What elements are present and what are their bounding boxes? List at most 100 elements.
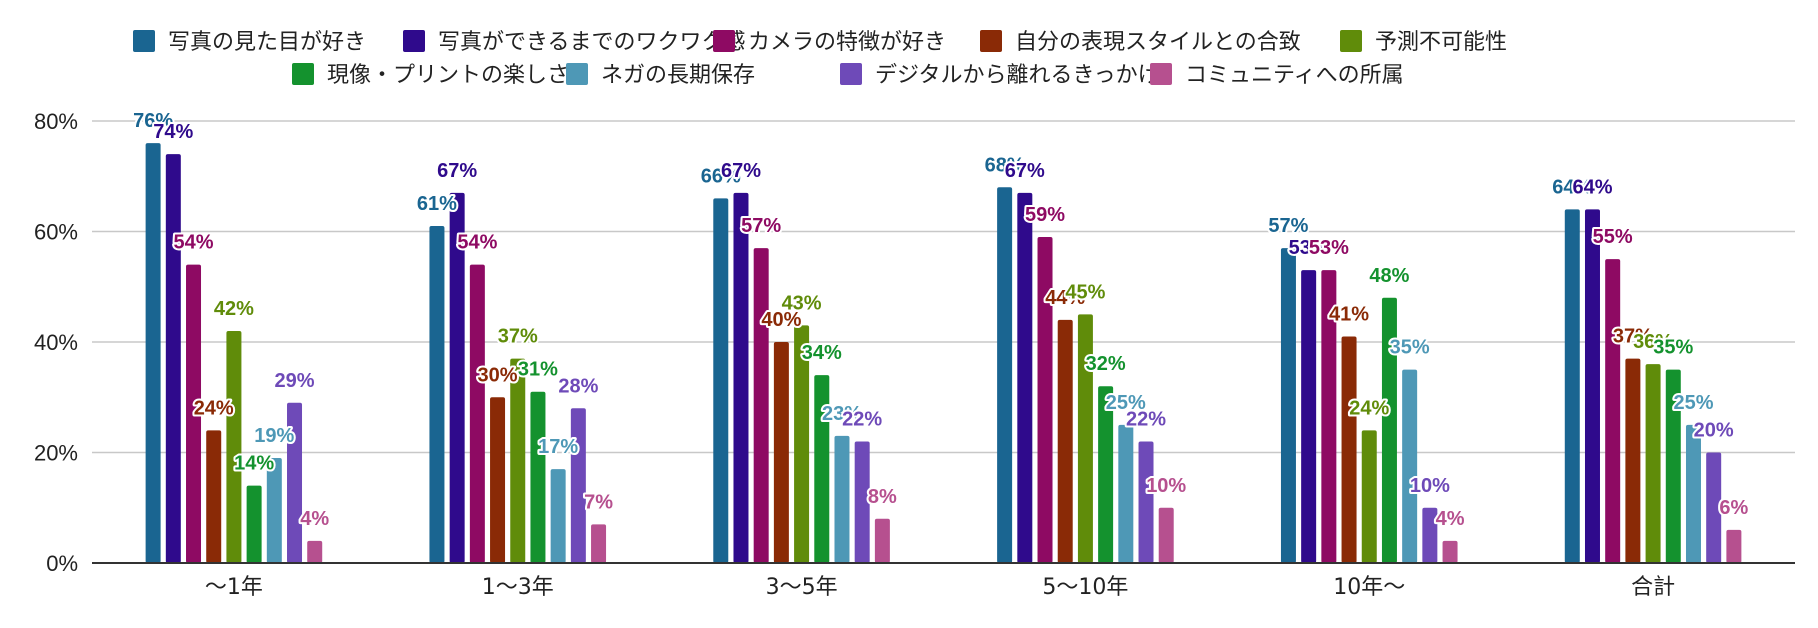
bar	[1098, 386, 1114, 563]
data-label: 19%	[254, 425, 294, 447]
legend-swatch	[1340, 30, 1362, 52]
bar	[469, 264, 485, 563]
data-label: 35%	[1653, 337, 1693, 359]
legend-swatch	[840, 63, 862, 85]
gridlines	[92, 120, 1795, 454]
bar	[1118, 424, 1134, 563]
bar	[1381, 297, 1397, 563]
data-label: 57%	[741, 215, 781, 237]
legend-label: 現像・プリントの楽しさ	[327, 63, 569, 88]
data-label: 7%	[584, 491, 613, 513]
data-label: 55%	[1593, 226, 1633, 248]
bar	[874, 518, 890, 563]
legend-swatch	[566, 63, 588, 85]
data-label: 40%	[761, 309, 801, 331]
bar	[570, 408, 586, 563]
bar	[1442, 540, 1458, 563]
bar	[997, 187, 1013, 564]
data-label: 67%	[721, 160, 761, 182]
data-label: 24%	[1349, 397, 1389, 419]
bar	[510, 358, 526, 563]
data-label: 64%	[1572, 176, 1612, 198]
bar	[854, 441, 870, 563]
data-label: 10%	[1410, 475, 1450, 497]
data-label: 31%	[518, 359, 558, 381]
data-label: 4%	[300, 508, 329, 530]
bar	[1706, 452, 1722, 563]
bar	[1077, 314, 1093, 563]
y-tick-label: 80%	[34, 109, 78, 134]
data-label: 37%	[498, 326, 538, 348]
data-label: 48%	[1369, 265, 1409, 287]
data-label: 53%	[1289, 237, 1329, 259]
data-label: 44%	[1045, 287, 1085, 309]
bar	[713, 198, 729, 563]
bar	[1057, 319, 1073, 563]
data-label: 30%	[478, 364, 518, 386]
legend-label: 自分の表現スタイルとの合致	[1015, 30, 1301, 55]
data-label: 6%	[1719, 497, 1748, 519]
bar	[1726, 529, 1742, 563]
bar	[1605, 259, 1621, 563]
data-label: 68%	[985, 154, 1025, 176]
legend-label: 予測不可能性	[1375, 30, 1507, 55]
bar	[1564, 209, 1580, 563]
bar	[1158, 507, 1174, 563]
y-tick-label: 20%	[34, 441, 78, 466]
data-label: 25%	[1673, 392, 1713, 414]
data-label: 24%	[194, 397, 234, 419]
bar	[834, 435, 850, 563]
data-label: 14%	[234, 453, 274, 475]
bar	[1645, 364, 1661, 563]
x-category-label: 〜1年	[205, 575, 263, 600]
data-label: 17%	[538, 436, 578, 458]
bar	[1402, 369, 1418, 563]
data-label: 67%	[1005, 160, 1045, 182]
data-label: 34%	[802, 342, 842, 364]
bar	[1301, 270, 1317, 563]
bar	[1665, 369, 1681, 563]
bar	[550, 469, 566, 563]
data-label: 59%	[1025, 204, 1065, 226]
bar	[1017, 192, 1033, 563]
data-label: 36%	[1633, 331, 1673, 353]
y-tick-label: 60%	[34, 220, 78, 245]
bar	[794, 325, 810, 563]
bar	[1361, 430, 1377, 563]
bar	[530, 391, 546, 563]
data-label: 54%	[174, 232, 214, 254]
bar	[206, 430, 222, 563]
bar	[814, 375, 830, 563]
legend-swatch	[292, 63, 314, 85]
bar	[1341, 336, 1357, 563]
bar	[145, 143, 161, 563]
bar	[733, 192, 749, 563]
x-category-label: 3〜5年	[766, 575, 838, 600]
x-category-label: 5〜10年	[1042, 575, 1128, 600]
bar	[186, 264, 202, 563]
data-label: 67%	[437, 160, 477, 182]
bar	[165, 154, 181, 563]
axes: 0% 20% 40% 60% 80% 〜1年 1〜3年 3〜5年 5〜10年 10年〜 合計	[34, 109, 1795, 600]
bar	[1685, 424, 1701, 563]
bar	[246, 485, 262, 563]
data-label: 74%	[153, 121, 193, 143]
legend-label: 写真の見た目が好き	[168, 30, 366, 55]
data-label: 8%	[868, 486, 897, 508]
bar	[1280, 248, 1296, 563]
bar	[1584, 209, 1600, 563]
bar	[1138, 441, 1154, 563]
bar	[266, 458, 282, 563]
legend: 写真の見た目が好き 写真ができるまでのワクワク感 カメラの特徴が好き 自分の表現スタイ…	[133, 30, 1507, 88]
data-label: 10%	[1146, 475, 1186, 497]
data-label: 23%	[822, 403, 862, 425]
bar	[1037, 237, 1053, 563]
legend-label: カメラの特徴が好き	[748, 30, 946, 55]
data-label: 66%	[701, 165, 741, 187]
data-label: 37%	[1613, 326, 1653, 348]
bar	[753, 248, 769, 563]
bar	[773, 342, 789, 563]
legend-swatch	[980, 30, 1002, 52]
